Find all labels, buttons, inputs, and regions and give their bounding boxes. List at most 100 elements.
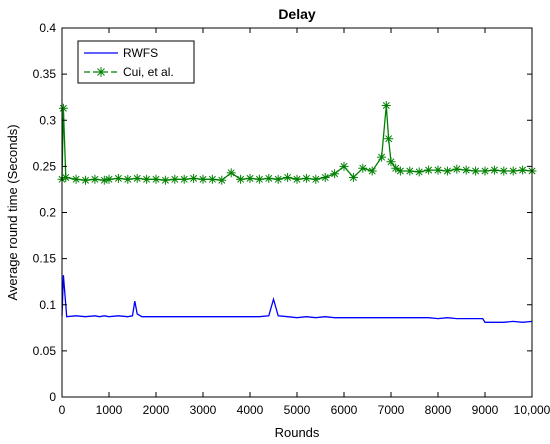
marker-stroke (443, 167, 451, 175)
data-point (405, 166, 415, 176)
data-point (189, 173, 199, 183)
marker-stroke (382, 101, 390, 109)
marker-stroke (368, 167, 376, 175)
marker-stroke (396, 167, 404, 175)
data-point (442, 166, 452, 176)
y-axis-ticks: 0 0.05 0.1 0.15 0.2 0.25 0.3 0.35 0.4 (33, 21, 532, 404)
marker-stroke (331, 170, 339, 178)
marker-stroke (434, 166, 442, 174)
data-point (254, 174, 264, 184)
data-point (273, 174, 283, 184)
marker-stroke (509, 167, 517, 175)
marker-stroke (72, 175, 80, 183)
y-tick-label: 0 (49, 390, 56, 404)
data-point (508, 166, 518, 176)
data-point (367, 166, 377, 176)
marker-stroke (133, 174, 141, 182)
x-axis-label: Rounds (275, 425, 320, 440)
marker-stroke (284, 173, 292, 181)
marker-stroke (124, 175, 132, 183)
data-point (61, 172, 71, 182)
y-tick-label: 0.4 (39, 21, 56, 35)
marker-stroke (387, 158, 395, 166)
data-point (384, 134, 394, 144)
marker-stroke (180, 175, 188, 183)
data-point (132, 173, 142, 183)
data-point (179, 174, 189, 184)
marker-stroke (349, 173, 357, 181)
y-tick-label: 0.25 (33, 159, 57, 173)
marker-stroke (359, 164, 367, 172)
marker-stroke (472, 167, 480, 175)
y-tick-label: 0.1 (39, 298, 56, 312)
marker-stroke (255, 175, 263, 183)
x-tick-label: 5000 (284, 403, 311, 417)
data-point (81, 175, 90, 185)
y-tick-label: 0.2 (39, 206, 56, 220)
marker-stroke (91, 175, 99, 183)
y-tick-label: 0.15 (33, 252, 57, 266)
marker-stroke (161, 176, 169, 184)
x-tick-label: 9000 (472, 403, 499, 417)
marker-stroke (378, 153, 386, 161)
data-point (377, 152, 387, 162)
x-axis-ticks: 0 1000 2000 3000 4000 5000 6000 7000 8000 9000 10,… (59, 28, 550, 417)
marker-stroke (105, 175, 113, 183)
marker-stroke (340, 162, 348, 170)
data-point (160, 175, 170, 185)
data-point (104, 174, 114, 184)
x-tick-label: 7000 (378, 403, 405, 417)
data-point (414, 167, 424, 177)
data-point (518, 165, 528, 175)
data-point (71, 174, 81, 184)
marker-stroke (481, 167, 489, 175)
data-point (489, 165, 499, 175)
marker-stroke (114, 174, 122, 182)
x-tick-label: 8000 (425, 403, 452, 417)
data-point (198, 174, 208, 184)
marker-stroke (218, 176, 226, 184)
data-point (424, 165, 434, 175)
data-point (358, 163, 368, 173)
marker-stroke (406, 167, 414, 175)
marker-stroke (199, 175, 207, 183)
x-tick-label: 10,000 (514, 403, 550, 417)
data-point (264, 173, 274, 183)
marker-stroke (237, 175, 245, 183)
marker-stroke (519, 166, 527, 174)
x-tick-label: 1000 (96, 403, 123, 417)
data-point (301, 173, 311, 183)
marker-stroke (321, 173, 329, 181)
marker-stroke (81, 176, 90, 184)
marker-stroke (293, 175, 301, 183)
marker-stroke (190, 174, 198, 182)
x-tick-label: 3000 (190, 403, 217, 417)
data-point (381, 100, 391, 110)
data-point (330, 169, 340, 179)
legend-marker (96, 67, 106, 77)
marker-stroke (62, 173, 70, 181)
legend-item: Cui, et al. (84, 65, 174, 79)
data-point (452, 164, 462, 174)
x-tick-label: 0 (59, 403, 66, 417)
legend-label: RWFS (123, 46, 158, 60)
x-tick-label: 4000 (237, 403, 264, 417)
marker-stroke (392, 164, 400, 172)
data-point (499, 166, 509, 176)
data-point (226, 168, 236, 178)
marker-stroke (97, 68, 105, 76)
data-point (320, 172, 330, 182)
marker-stroke (265, 174, 273, 182)
marker-stroke (415, 168, 423, 176)
y-axis-label: Average round time (Seconds) (5, 124, 20, 300)
data-point (58, 103, 68, 113)
marker-stroke (453, 165, 461, 173)
marker-stroke (246, 174, 254, 182)
marker-stroke (274, 175, 282, 183)
data-point (433, 165, 443, 175)
series-line (61, 275, 533, 323)
data-point (207, 174, 217, 184)
marker-stroke (208, 175, 216, 183)
marker-stroke (302, 174, 310, 182)
